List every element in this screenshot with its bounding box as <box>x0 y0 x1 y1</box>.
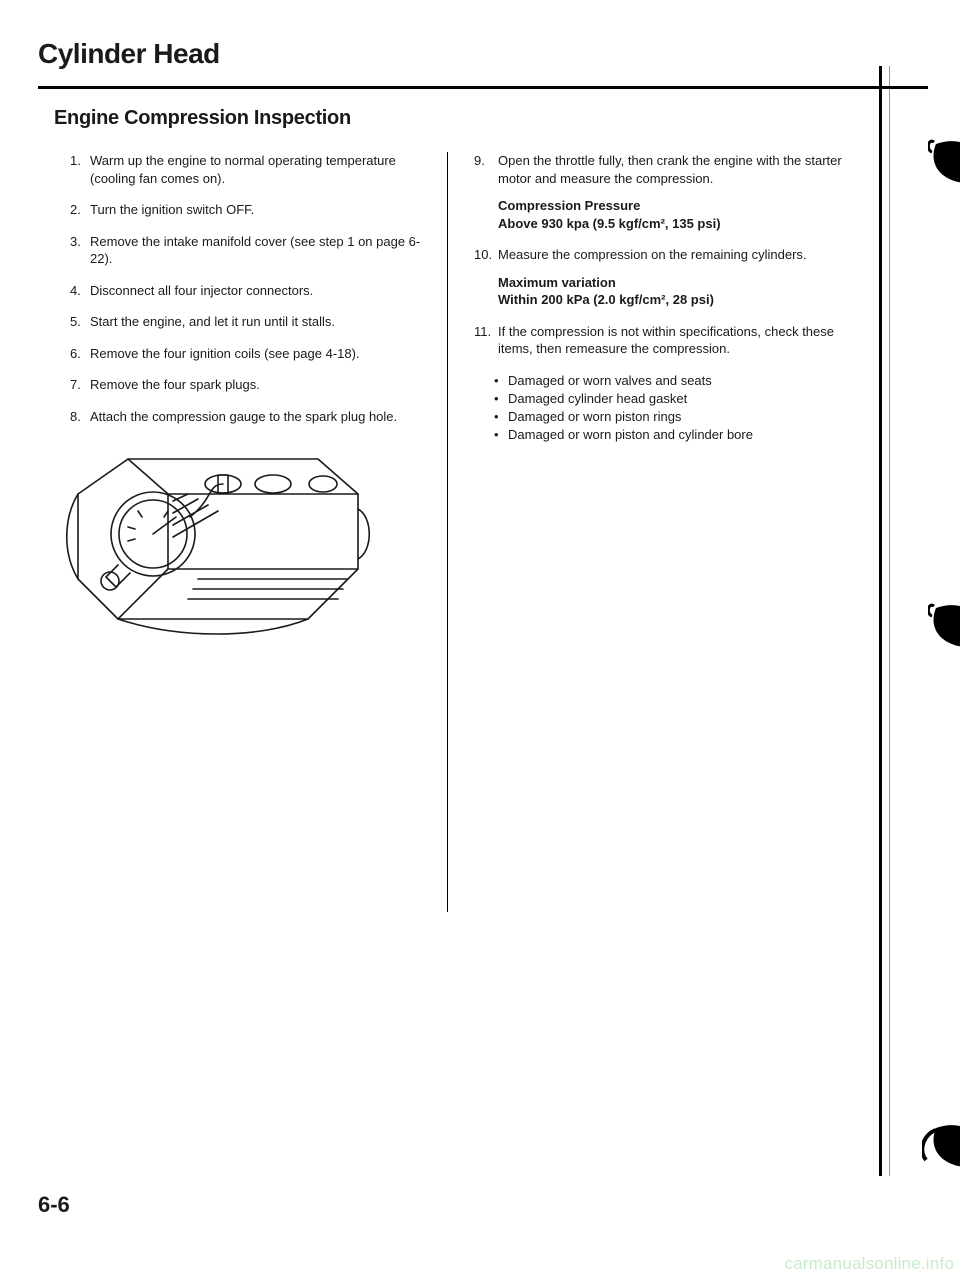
check-item: Damaged cylinder head gasket <box>494 390 868 408</box>
page-number: 6-6 <box>38 1192 70 1218</box>
step-item: Remove the four ignition coils (see page… <box>70 345 429 363</box>
tab-icon <box>928 132 960 192</box>
step-item: Remove the four spark plugs. <box>70 376 429 394</box>
step-item: 9.Open the throttle fully, then crank th… <box>474 152 868 232</box>
watermark: carmanualsonline.info <box>784 1254 954 1274</box>
two-column-layout: Warm up the engine to normal operating t… <box>38 152 928 912</box>
page-content: Cylinder Head Engine Compression Inspect… <box>38 38 928 1218</box>
step-item: Start the engine, and let it run until i… <box>70 313 429 331</box>
step-item: Warm up the engine to normal operating t… <box>70 152 429 187</box>
side-tabs <box>908 98 960 1178</box>
step-item: 10.Measure the compression on the remain… <box>474 246 868 309</box>
check-items-list: Damaged or worn valves and seatsDamaged … <box>474 372 868 445</box>
check-item: Damaged or worn piston and cylinder bore <box>494 426 868 444</box>
step-item: Remove the intake manifold cover (see st… <box>70 233 429 268</box>
page-title: Cylinder Head <box>38 38 928 70</box>
left-column: Warm up the engine to normal operating t… <box>38 152 448 912</box>
steps-list-right: 9.Open the throttle fully, then crank th… <box>474 152 868 358</box>
step-item: 11.If the compression is not within spec… <box>474 323 868 358</box>
step-item: Attach the compression gauge to the spar… <box>70 408 429 426</box>
check-item: Damaged or worn piston rings <box>494 408 868 426</box>
section-title: Engine Compression Inspection <box>54 107 928 130</box>
title-rule <box>38 86 928 89</box>
right-column: 9.Open the throttle fully, then crank th… <box>448 152 878 912</box>
step-item: Turn the ignition switch OFF. <box>70 201 429 219</box>
tab-icon <box>928 596 960 656</box>
tab-icon <box>922 1116 960 1176</box>
steps-list-left: Warm up the engine to normal operating t… <box>70 152 429 425</box>
figure-svg <box>58 439 388 669</box>
step-item: Disconnect all four injector connectors. <box>70 282 429 300</box>
compression-gauge-figure <box>58 439 429 674</box>
check-item: Damaged or worn valves and seats <box>494 372 868 390</box>
